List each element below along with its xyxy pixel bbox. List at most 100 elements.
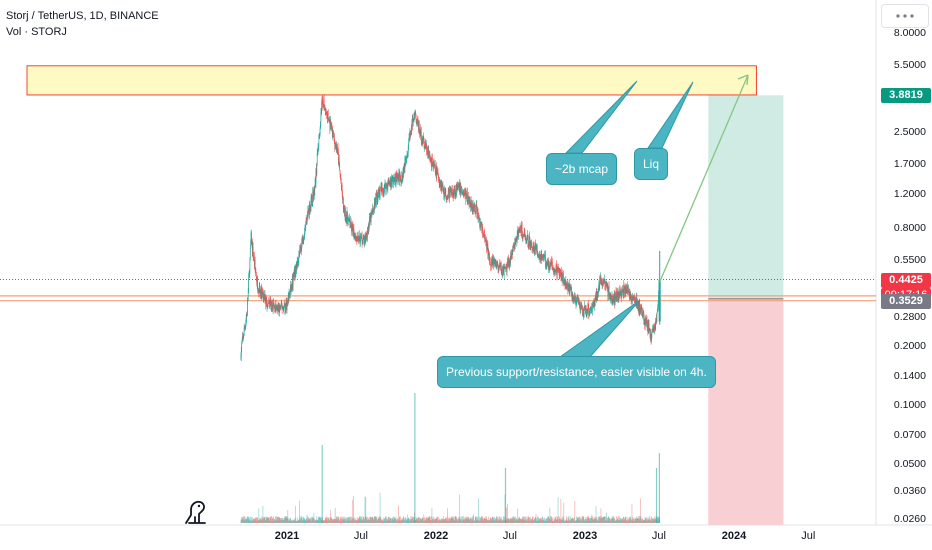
candle-body — [650, 333, 652, 339]
candle-body — [438, 180, 440, 186]
volume-bar — [589, 518, 591, 523]
candle-body — [407, 154, 408, 156]
volume-bar — [361, 516, 363, 523]
volume-bar — [383, 517, 385, 523]
candle-body — [632, 297, 634, 300]
candle-body — [532, 250, 534, 252]
callout-support[interactable]: Previous support/resistance, easier visi… — [437, 356, 716, 388]
volume-bar — [352, 499, 354, 523]
volume-bar — [580, 520, 581, 523]
candle-body — [382, 190, 384, 194]
volume-bar — [537, 516, 538, 523]
volume-bar — [258, 520, 259, 523]
volume-bar — [320, 517, 322, 523]
candle-body — [516, 237, 517, 242]
candle-body — [579, 304, 581, 306]
volume-bar — [392, 517, 394, 523]
volume-bar — [431, 507, 433, 523]
volume-bar — [628, 520, 630, 523]
candle-body — [524, 233, 526, 239]
candle-body — [503, 267, 504, 274]
volume-bar — [292, 520, 294, 523]
volume-bar — [635, 518, 637, 523]
tradingview-dino-icon[interactable] — [183, 498, 211, 526]
volume-bar — [552, 520, 554, 523]
volume-bar — [458, 519, 459, 523]
candle-body — [619, 288, 621, 295]
volume-bar — [391, 520, 392, 523]
volume-bar — [397, 519, 399, 523]
volume-bar — [454, 516, 456, 523]
volume-bar — [242, 519, 244, 523]
volume-bar — [278, 516, 280, 523]
candle-body — [651, 330, 653, 334]
candle-body — [491, 256, 493, 261]
candle-body — [503, 267, 505, 276]
volume-bar — [550, 516, 552, 523]
candle-body — [489, 261, 491, 265]
volume-bar — [330, 518, 332, 523]
candle-body — [356, 237, 358, 242]
volume-bar — [303, 517, 305, 523]
volume-bar — [411, 516, 413, 523]
volume-bar — [326, 517, 328, 523]
candle-body — [374, 202, 376, 206]
scale-menu-button[interactable] — [881, 4, 929, 28]
price-tick-label: 0.0360 — [893, 485, 926, 498]
volume-bar — [497, 516, 498, 523]
volume-bar — [364, 496, 366, 523]
volume-bar — [422, 517, 423, 523]
candle-body — [316, 153, 318, 166]
candle-body — [317, 153, 318, 154]
candle-body — [530, 243, 532, 246]
volume-bar — [537, 517, 539, 523]
candle-body — [243, 327, 245, 336]
candle-body — [475, 205, 477, 209]
volume-bar — [428, 517, 430, 523]
volume-bar — [282, 517, 284, 523]
candle-body — [521, 225, 523, 227]
volume-bar — [610, 520, 612, 523]
candle-body — [409, 131, 411, 136]
volume-bar — [528, 520, 530, 523]
volume-bar — [438, 520, 440, 523]
volume-bar — [253, 519, 254, 523]
candle-body — [374, 197, 376, 206]
candle-body — [445, 189, 446, 195]
volume-bar — [614, 520, 616, 523]
volume-bar — [444, 519, 445, 523]
volume-bar — [349, 516, 350, 523]
volume-bar — [391, 518, 393, 523]
callout-liq[interactable]: Liq — [634, 148, 669, 180]
candle-body — [354, 236, 356, 238]
volume-bar — [509, 518, 511, 523]
volume-bar — [274, 520, 276, 523]
candle-body — [398, 179, 399, 181]
volume-bar — [480, 520, 482, 523]
volume-bar — [331, 518, 333, 523]
volume-bar — [556, 519, 557, 523]
volume-bar — [266, 517, 268, 523]
volume-bar — [493, 517, 494, 523]
volume-bar — [396, 519, 397, 523]
candle-body — [311, 195, 312, 198]
volume-bar — [285, 517, 287, 523]
volume-bar — [541, 520, 543, 523]
volume-bar — [443, 518, 445, 523]
volume-bar — [474, 520, 475, 523]
candle-body — [637, 304, 639, 311]
volume-bar — [440, 518, 442, 523]
volume-bar — [603, 516, 605, 523]
volume-bar — [291, 520, 293, 523]
candle-body — [315, 168, 317, 184]
volume-bar — [541, 517, 543, 523]
price-tick-label: 0.1400 — [893, 370, 926, 383]
candle-body — [382, 188, 383, 191]
candle-body — [264, 294, 266, 301]
volume-spike — [414, 393, 416, 523]
callout-mcap[interactable]: ~2b mcap — [546, 153, 618, 185]
candle-body — [329, 120, 331, 130]
volume-bar — [248, 516, 249, 523]
volume-bar — [449, 517, 451, 523]
